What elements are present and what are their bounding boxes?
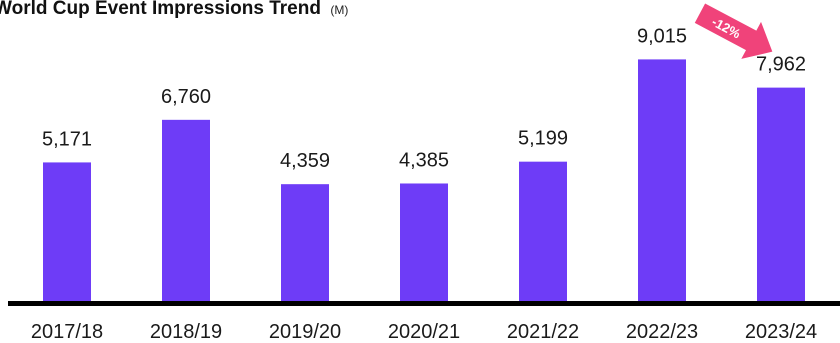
value-labels-group: 5,171 6,760 4,359 4,385 5,199 9,015 7,962 — [42, 25, 806, 172]
value-label-2022-23: 9,015 — [637, 25, 687, 47]
bar-2018-19 — [162, 119, 210, 301]
value-label-2020-21: 4,385 — [399, 149, 449, 171]
x-tick-label-2022-23: 2022/23 — [626, 321, 698, 343]
chart-title-text: World Cup Event Impressions Trend — [0, 0, 321, 19]
x-tick-label-2023-24: 2023/24 — [745, 321, 817, 343]
bar-2021-22 — [519, 161, 567, 301]
x-tick-label-2017-18: 2017/18 — [31, 321, 103, 343]
chart-title-unit: (M) — [330, 3, 348, 17]
value-label-2023-24: 7,962 — [756, 54, 806, 76]
value-label-2017-18: 5,171 — [42, 128, 92, 150]
value-label-2021-22: 5,199 — [518, 128, 568, 150]
x-tick-label-2019-20: 2019/20 — [269, 321, 341, 343]
x-tick-label-2020-21: 2020/21 — [388, 321, 460, 343]
x-axis-baseline — [8, 301, 840, 306]
x-tick-label-2018-19: 2018/19 — [150, 321, 222, 343]
bars-group — [43, 59, 805, 302]
bar-2019-20 — [281, 184, 329, 301]
chart-title: World Cup Event Impressions Trend (M) — [0, 0, 348, 19]
bar-2022-23 — [638, 59, 686, 302]
change-arrow-icon — [694, 3, 773, 59]
value-label-2018-19: 6,760 — [161, 86, 211, 108]
x-tick-labels-group: 2017/18 2018/19 2019/20 2020/21 2021/22 2022/… — [31, 321, 817, 343]
bar-2020-21 — [400, 183, 448, 301]
x-tick-label-2021-22: 2021/22 — [507, 321, 579, 343]
value-label-2019-20: 4,359 — [280, 150, 330, 172]
bar-2023-24 — [757, 87, 805, 301]
bar-2017-18 — [43, 162, 91, 301]
